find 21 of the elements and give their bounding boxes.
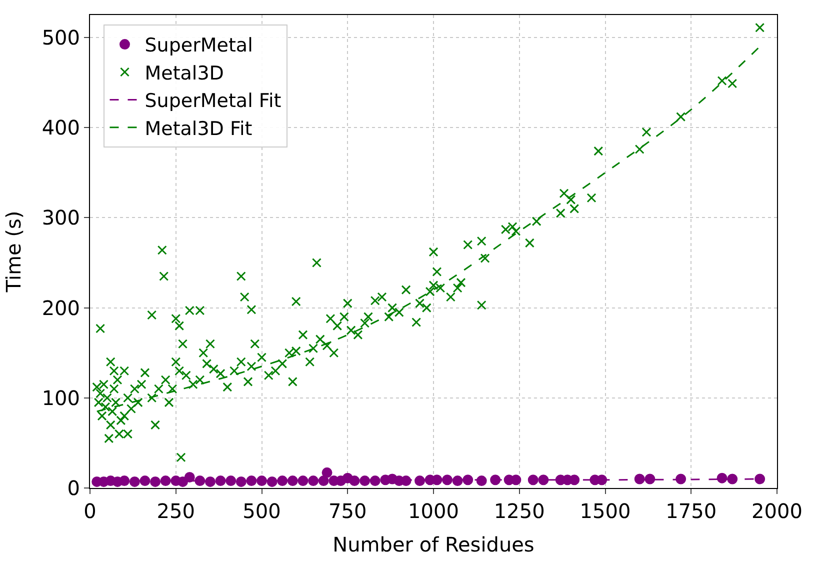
legend-label: SuperMetal Fit [144,90,282,112]
x-tick-label: 1000 [408,499,459,523]
x-axis-title: Number of Residues [332,532,534,556]
x-tick-label: 1250 [494,499,545,523]
y-tick-label: 300 [42,206,80,230]
y-tick-label: 0 [67,476,80,500]
y-tick-label: 100 [42,386,80,410]
y-tick-label: 200 [42,296,80,320]
x-tick-label: 1500 [580,499,631,523]
legend-label: SuperMetal [144,34,253,57]
y-tick-label: 500 [42,26,80,50]
legend-label: Metal3D Fit [144,118,252,140]
x-tick-label: 500 [242,499,281,523]
x-tick-label: 750 [328,499,367,523]
x-tick-label: 1750 [666,499,717,523]
legend-label: Metal3D [144,62,224,84]
x-tick-label: 2000 [752,499,802,523]
y-axis-title: Time (s) [1,210,26,294]
y-tick-label: 400 [42,116,80,140]
x-tick-label: 0 [84,499,96,523]
x-tick-label: 250 [156,499,195,523]
